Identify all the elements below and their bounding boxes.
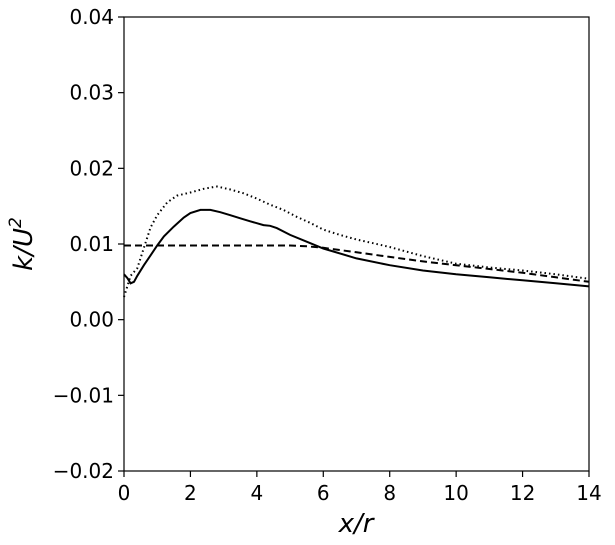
y-tick-label: 0.03: [69, 81, 114, 105]
y-tick-label: −0.02: [53, 459, 114, 483]
y-axis-label-sup: 2: [6, 217, 26, 228]
x-tick-label: 12: [510, 481, 535, 505]
series-layer: [123, 185, 590, 298]
series-line-dashed: [124, 244, 590, 283]
x-tick-label: 4: [250, 481, 263, 505]
y-tick-label: 0.04: [69, 5, 114, 29]
x-tick-label: 6: [317, 481, 330, 505]
y-axis: −0.02 −0.01 0.00 0.01 0.02 0.03 0.04: [53, 5, 124, 483]
plot-frame: [123, 16, 590, 472]
y-axis-label-base: k/U: [9, 228, 39, 271]
y-axis-label: k/U2: [6, 217, 39, 271]
y-tick-label: −0.01: [53, 383, 114, 407]
y-tick-label: 0.02: [69, 156, 114, 180]
x-axis-label: x/r: [338, 509, 376, 539]
y-tick-label: 0.01: [69, 232, 114, 256]
x-tick-label: 10: [443, 481, 468, 505]
y-tick-label: 0.00: [69, 308, 114, 332]
x-tick-label: 8: [383, 481, 396, 505]
x-axis: 0 2 4 6 8 10 12 14: [118, 471, 602, 505]
series-line-dotted: [123, 185, 590, 298]
x-tick-label: 2: [184, 481, 197, 505]
x-tick-label: 0: [118, 481, 131, 505]
series-line-solid: [123, 208, 590, 288]
x-tick-label: 14: [576, 481, 601, 505]
